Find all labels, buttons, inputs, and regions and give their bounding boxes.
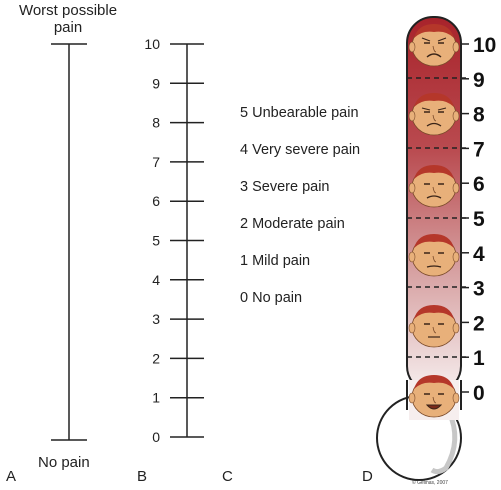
thermometer-number: 7 xyxy=(473,138,485,161)
thermometer-number: 1 xyxy=(473,347,485,370)
copyright-text: © Gelinas, 2007 xyxy=(412,479,448,486)
nrs-tick-label: 3 xyxy=(152,311,160,327)
face-icon-8 xyxy=(408,92,460,136)
verbal-descriptor-item: 2 Moderate pain xyxy=(240,216,345,232)
thermometer-number: 10 xyxy=(473,34,496,57)
nrs-tick-label: 5 xyxy=(152,233,160,249)
nrs-tick-label: 0 xyxy=(152,429,160,445)
face-icon-4 xyxy=(408,233,460,277)
thermometer-dividers xyxy=(407,77,468,358)
thermometer-number: 8 xyxy=(473,104,485,127)
thermometer-number: 2 xyxy=(473,312,485,335)
nrs-tick-label: 7 xyxy=(152,154,160,170)
nrs-tick-label: 8 xyxy=(152,115,160,131)
nrs-tick-label: 6 xyxy=(152,193,160,209)
thermometer-number: 3 xyxy=(473,278,485,301)
panel-letter-a: A xyxy=(6,468,17,485)
verbal-descriptor-item: 3 Severe pain xyxy=(240,179,330,195)
worst-pain-line2: pain xyxy=(53,19,83,36)
face-icon-6 xyxy=(408,164,460,208)
nrs-tick-label: 9 xyxy=(152,75,160,91)
verbal-descriptor-item: 1 Mild pain xyxy=(240,253,311,269)
verbal-descriptor-item: 5 Unbearable pain xyxy=(240,105,359,121)
worst-pain-line1: Worst possible xyxy=(18,2,118,19)
thermometer-number: 6 xyxy=(473,173,485,196)
verbal-descriptor-item: 0 No pain xyxy=(240,290,303,306)
thermometer-number: 0 xyxy=(473,382,485,405)
thermometer-number: 4 xyxy=(473,243,485,266)
panel-letter-b: B xyxy=(137,468,148,485)
thermometer-number: 5 xyxy=(473,208,485,231)
thermometer-number: 9 xyxy=(473,69,485,92)
nrs-tick-label: 10 xyxy=(144,36,160,52)
verbal-descriptor-item: 4 Very severe pain xyxy=(240,142,361,158)
bulb-highlight xyxy=(430,410,458,475)
nrs-tick-label: 4 xyxy=(152,272,160,288)
no-pain-label: No pain xyxy=(38,454,90,471)
nrs-tick-label: 1 xyxy=(152,390,160,406)
panel-letter-d: D xyxy=(362,468,373,485)
face-icon-0 xyxy=(408,374,460,418)
face-icon-2 xyxy=(408,304,460,348)
worst-pain-label: Worst possible pain xyxy=(8,2,128,36)
nrs-tick-label: 2 xyxy=(152,350,160,366)
face-icon-10 xyxy=(408,23,460,67)
vas-line xyxy=(51,43,87,441)
panel-letter-c: C xyxy=(222,468,233,485)
